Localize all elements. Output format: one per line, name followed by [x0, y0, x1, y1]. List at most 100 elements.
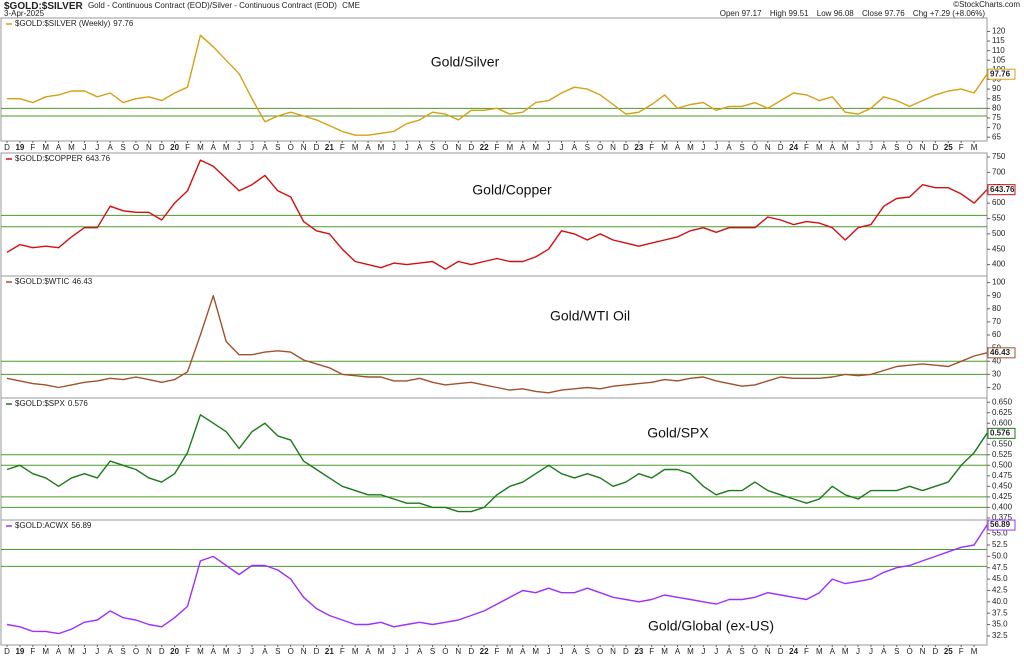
- symbol: $GOLD:$SILVER: [4, 1, 83, 12]
- x-tick-label: 20: [170, 647, 179, 656]
- x-tick-label: F: [495, 143, 500, 152]
- legend-value: 0.576: [68, 399, 89, 408]
- series-line: [6, 524, 988, 635]
- x-tick-label: D: [468, 143, 474, 152]
- x-tick-label: N: [610, 143, 616, 152]
- x-tick-label: S: [585, 143, 590, 152]
- x-tick-label: J: [559, 647, 563, 656]
- x-tick-label: F: [649, 143, 654, 152]
- x-tick-label: N: [610, 647, 616, 656]
- x-tick-label: A: [726, 143, 732, 152]
- x-tick-label: M: [378, 143, 385, 152]
- x-tick-label: D: [933, 647, 939, 656]
- x-tick-label: 19: [15, 143, 24, 152]
- x-tick-label: A: [56, 647, 62, 656]
- x-tick-label: N: [765, 143, 771, 152]
- x-tick-label: D: [4, 647, 10, 656]
- x-tick-label: A: [417, 143, 423, 152]
- x-tick-label: D: [314, 647, 320, 656]
- x-tick-label: S: [275, 647, 280, 656]
- x-tick-label: O: [752, 143, 758, 152]
- y-tick-label: 40: [992, 356, 1001, 365]
- x-tick-label: O: [597, 647, 603, 656]
- x-tick-label: J: [547, 143, 551, 152]
- x-tick-label: M: [532, 647, 539, 656]
- x-tick-label: D: [623, 143, 629, 152]
- x-tick-label: A: [365, 647, 371, 656]
- x-tick-label: F: [30, 143, 35, 152]
- x-tick-label: M: [507, 143, 514, 152]
- y-tick-label: 65: [992, 132, 1001, 141]
- y-tick-label: 55.0: [992, 529, 1008, 538]
- y-tick-label: 0.625: [992, 408, 1013, 417]
- y-tick-label: 100: [992, 278, 1006, 287]
- x-tick-label: J: [237, 647, 241, 656]
- x-tick-label: O: [442, 143, 448, 152]
- y-tick-label: 0.475: [992, 471, 1013, 480]
- y-tick-label: 80: [992, 103, 1001, 112]
- x-tick-label: N: [146, 647, 152, 656]
- x-tick-label: M: [687, 143, 694, 152]
- quote-value: 99.51: [789, 9, 810, 18]
- last-value-box: [987, 184, 1016, 196]
- x-tick-label: D: [933, 143, 939, 152]
- last-value-box: [987, 68, 1016, 80]
- annotation: Gold/Copper: [472, 182, 552, 198]
- y-tick-label: 45.0: [992, 574, 1008, 583]
- x-tick-label: A: [572, 143, 578, 152]
- x-tick-label: A: [211, 143, 217, 152]
- x-tick-label: A: [675, 647, 681, 656]
- x-tick-label: 22: [480, 143, 489, 152]
- x-tick-label: S: [894, 143, 899, 152]
- x-tick-label: A: [107, 143, 113, 152]
- x-tick-label: J: [237, 143, 241, 152]
- x-tick-label: S: [430, 143, 435, 152]
- y-tick-label: 0.525: [992, 450, 1013, 459]
- x-tick-label: O: [442, 647, 448, 656]
- x-tick-label: M: [687, 647, 694, 656]
- y-tick-label: 0.650: [992, 397, 1013, 406]
- x-tick-label: M: [661, 143, 668, 152]
- x-tick-label: A: [830, 143, 836, 152]
- quote-label: Close: [862, 9, 883, 18]
- y-tick-label: 450: [992, 244, 1006, 253]
- y-tick-label: 0.500: [992, 460, 1013, 469]
- y-tick-label: 80: [992, 304, 1001, 313]
- y-tick-label: 52.5: [992, 540, 1008, 549]
- x-tick-label: M: [816, 647, 823, 656]
- x-tick-label: F: [649, 647, 654, 656]
- x-tick-label: D: [314, 143, 320, 152]
- quote-label: Low: [817, 9, 832, 18]
- x-tick-label: O: [907, 143, 913, 152]
- x-tick-label: F: [340, 647, 345, 656]
- x-tick-label: J: [250, 647, 254, 656]
- x-tick-label: F: [30, 647, 35, 656]
- last-value: 643.76: [990, 185, 1015, 194]
- legend-value: 643.76: [86, 154, 111, 163]
- y-tick-label: 0.400: [992, 502, 1013, 511]
- x-tick-label: 25: [944, 143, 953, 152]
- x-tick-label: A: [262, 647, 268, 656]
- x-tick-label: A: [107, 647, 113, 656]
- legend: $GOLD:ACWX 56.89: [15, 521, 92, 530]
- x-tick-label: J: [82, 647, 86, 656]
- x-tick-label: 21: [325, 647, 334, 656]
- x-tick-label: 25: [944, 647, 953, 656]
- quote-label: Open: [720, 9, 740, 18]
- series-line: [6, 159, 988, 270]
- x-tick-label: N: [301, 143, 307, 152]
- x-tick-label: A: [726, 647, 732, 656]
- legend-name: $GOLD:$COPPER: [15, 154, 83, 163]
- y-tick-label: 700: [992, 167, 1006, 176]
- x-tick-label: A: [365, 143, 371, 152]
- y-tick-label: 47.5: [992, 563, 1008, 572]
- x-tick-label: 23: [634, 143, 643, 152]
- y-tick-label: 500: [992, 229, 1006, 238]
- x-tick-label: N: [920, 143, 926, 152]
- x-tick-label: N: [146, 143, 152, 152]
- x-tick-label: M: [532, 143, 539, 152]
- last-value: 56.89: [990, 520, 1011, 529]
- x-tick-label: F: [959, 143, 964, 152]
- x-tick-label: 22: [480, 647, 489, 656]
